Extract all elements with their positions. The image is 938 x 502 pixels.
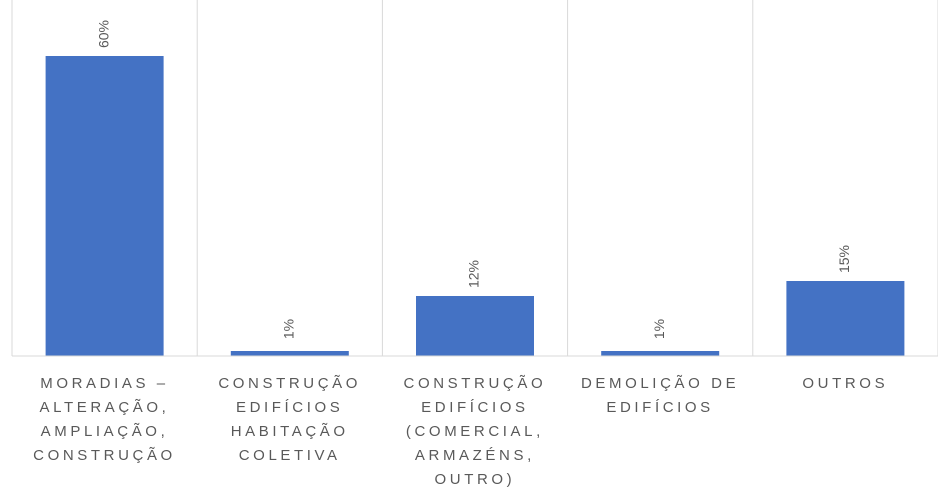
bar <box>416 296 534 356</box>
bar <box>786 281 905 356</box>
bar <box>601 351 720 356</box>
value-label: 1% <box>651 319 667 339</box>
x-tick-label: OUTROS <box>802 375 889 392</box>
x-tick-label: CONSTRUÇÃO EDIFÍCIOS (COMERCIAL, ARMAZÉN… <box>403 375 547 488</box>
bar <box>230 351 349 356</box>
value-label: 60% <box>95 20 111 48</box>
value-label: 15% <box>836 245 852 273</box>
x-tick-label: DEMOLIÇÃO DE EDIFÍCIOS <box>580 375 740 416</box>
x-tick-label: MORADIAS – ALTERAÇÃO, AMPLIAÇÃO, CONSTRU… <box>33 375 176 464</box>
x-tick-label: CONSTRUÇÃO EDIFÍCIOS HABITAÇÃO COLETIVA <box>218 375 362 464</box>
value-label: 12% <box>466 260 482 288</box>
bar <box>45 56 164 356</box>
value-label: 1% <box>281 319 297 339</box>
